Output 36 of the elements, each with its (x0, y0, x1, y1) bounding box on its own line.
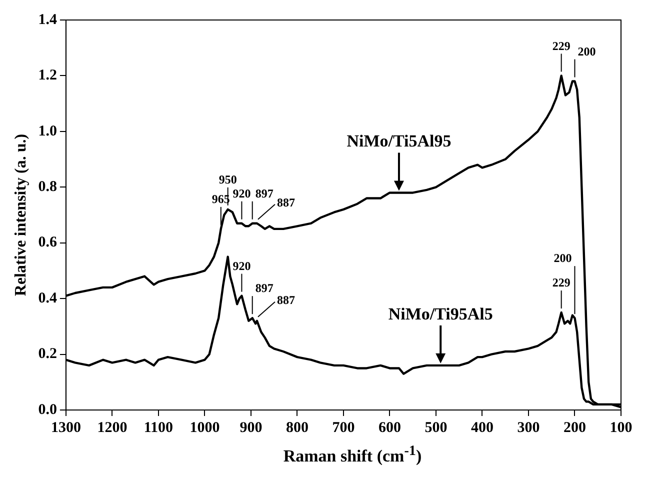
x-tick-label: 1100 (144, 420, 174, 436)
x-tick-label: 200 (563, 420, 586, 436)
annotation: 200 (554, 251, 572, 266)
annotation: 200 (578, 44, 596, 58)
y-tick-label: 0.4 (38, 290, 58, 306)
annotation: NiMo/Ti5Al95 (346, 132, 452, 151)
y-tick-label: 0.8 (38, 179, 57, 196)
annotation: 897 (255, 281, 274, 296)
x-tick-label: 700 (332, 420, 355, 436)
x-tick-label: 1000 (190, 420, 220, 436)
x-tick-label: 1200 (97, 420, 128, 436)
y-axis-title: Relative intensity (a. u.) (12, 134, 30, 296)
x-tick-label: 900 (240, 420, 262, 436)
annotation: 887 (276, 195, 295, 210)
x-tick-label: 800 (286, 420, 308, 436)
x-tick-label: 100 (610, 420, 632, 436)
x-tick-label: 600 (378, 420, 401, 436)
x-tick-label: 400 (470, 420, 494, 436)
y-tick-label: 1.4 (38, 12, 58, 28)
y-tick-label: 1.0 (38, 123, 57, 140)
x-tick-label: 300 (517, 420, 540, 436)
y-tick-label: 1.2 (38, 68, 57, 84)
annotation: 897 (255, 186, 274, 200)
y-tick-label: 0.2 (38, 346, 57, 362)
y-tick-label: 0.6 (38, 234, 58, 251)
annotation: 887 (276, 292, 295, 307)
annotation: 920 (232, 258, 251, 273)
annotation: 229 (552, 276, 570, 290)
annotation: NiMo/Ti95Al5 (388, 304, 493, 324)
annotation: 229 (552, 38, 570, 53)
y-tick-label: 0.0 (38, 402, 57, 418)
x-axis-title: Raman shift (cm$^{-1}$) (282, 442, 423, 468)
annotation: 950 (218, 172, 237, 187)
x-tick-label: 1300 (50, 420, 81, 436)
annotation: 920 (232, 186, 251, 200)
x-tick-label: 500 (424, 420, 448, 436)
